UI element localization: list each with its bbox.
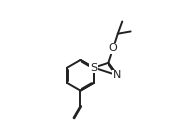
Text: S: S [90, 63, 97, 73]
Text: N: N [113, 70, 122, 80]
Text: O: O [109, 43, 118, 53]
